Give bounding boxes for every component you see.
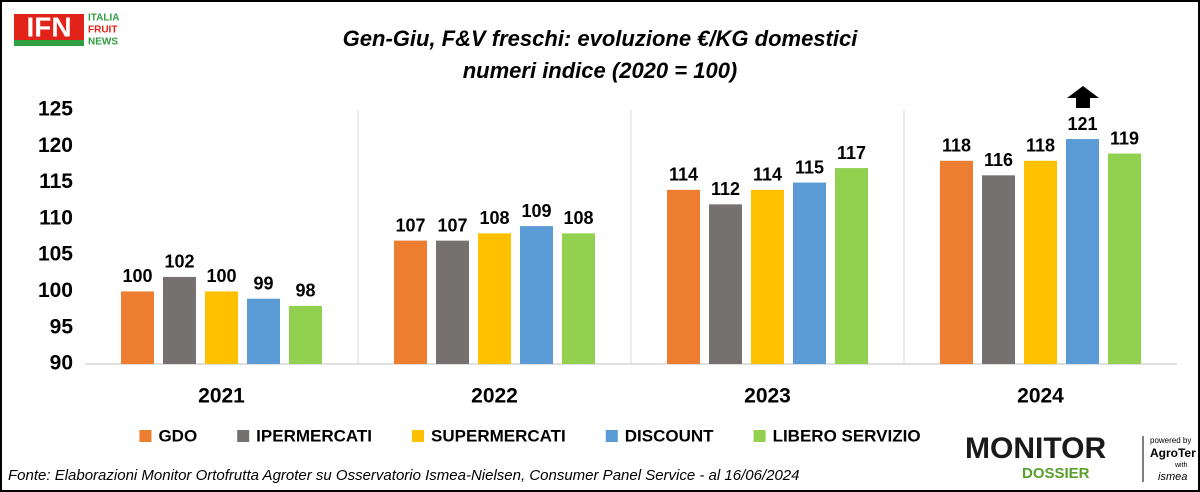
bar [835,168,868,364]
value-label: 108 [479,208,509,228]
bar [1024,160,1057,364]
chart-subtitle: numeri indice (2020 = 100) [463,58,738,83]
logo-text: with [1174,462,1188,469]
logo-text: powered by [1150,436,1191,445]
legend-label: LIBERO SERVIZIO [773,426,921,445]
bar [121,291,154,364]
value-label: 117 [837,143,866,163]
bar [520,226,553,364]
value-label: 100 [122,266,152,286]
bar [1066,139,1099,364]
x-tick-label: 2021 [198,385,245,408]
logo-text: ITALIA [88,13,119,24]
bar [163,276,196,364]
y-tick-label: 125 [38,98,73,121]
y-tick-label: 90 [50,352,73,375]
x-tick-label: 2024 [1017,385,1064,408]
bar [289,305,322,364]
value-label: 102 [164,252,194,272]
value-label: 107 [437,215,467,235]
value-label: 112 [711,179,740,199]
value-label: 109 [521,201,551,221]
source: Fonte: Elaborazioni Monitor Ortofrutta A… [8,467,799,484]
value-label: 108 [563,208,593,228]
bar [940,160,973,364]
bar [1108,153,1141,364]
x-tick-label: 2023 [744,385,791,408]
bar [793,182,826,364]
y-tick-label: 105 [38,243,73,266]
legend-swatch [237,430,250,442]
value-label: 98 [295,281,315,301]
logo-text: NEWS [88,37,118,48]
y-tick-label: 115 [39,170,73,193]
value-label: 118 [942,136,971,156]
value-label: 107 [395,215,425,235]
legend-label: DISCOUNT [625,426,714,445]
logo-text: IFN [26,11,71,42]
y-tick-label: 95 [50,315,74,338]
logo-stripe [14,40,84,46]
arrow [1067,86,1099,108]
legend: GDO IPERMERCATI SUPERMERCATI DISCOUNT LIBERO… [139,426,921,445]
y-tick-label: 110 [39,206,73,229]
legend-swatch [753,430,766,442]
legend-swatch [412,430,425,442]
value-label: 116 [984,150,1013,170]
legend-swatch [139,430,152,442]
value-label: 118 [1026,136,1055,156]
bar [982,175,1015,364]
bar [394,240,427,364]
chart-title: Gen-Giu, F&V freschi: evoluzione €/KG do… [343,26,859,51]
bar [562,233,595,364]
value-label: 99 [253,273,273,293]
bar [205,291,238,364]
legend-label: SUPERMERCATI [431,426,566,445]
bar [709,204,742,364]
logo-text: FRUIT [88,25,117,36]
value-label: 119 [1110,128,1139,148]
value-label: 114 [753,165,782,185]
bar [751,189,784,364]
value-label: 100 [206,266,236,286]
value-label: 115 [795,157,824,177]
logo-text: DOSSIER [1022,465,1090,482]
logo-text: AgroTer [1150,446,1196,460]
legend-label: GDO [158,426,197,445]
value-label: 114 [669,165,698,185]
bar [478,233,511,364]
bar [667,189,700,364]
bar [436,240,469,364]
bar [247,298,280,364]
logo-text: MONITOR [965,432,1106,465]
y-tick-label: 120 [38,134,73,157]
x-tick-label: 2022 [471,385,518,408]
value-label: 121 [1067,114,1097,134]
legend-swatch [605,430,618,442]
logo-text: ismea [1158,471,1187,483]
legend-label: IPERMERCATI [256,426,372,445]
y-tick-label: 100 [38,279,73,302]
